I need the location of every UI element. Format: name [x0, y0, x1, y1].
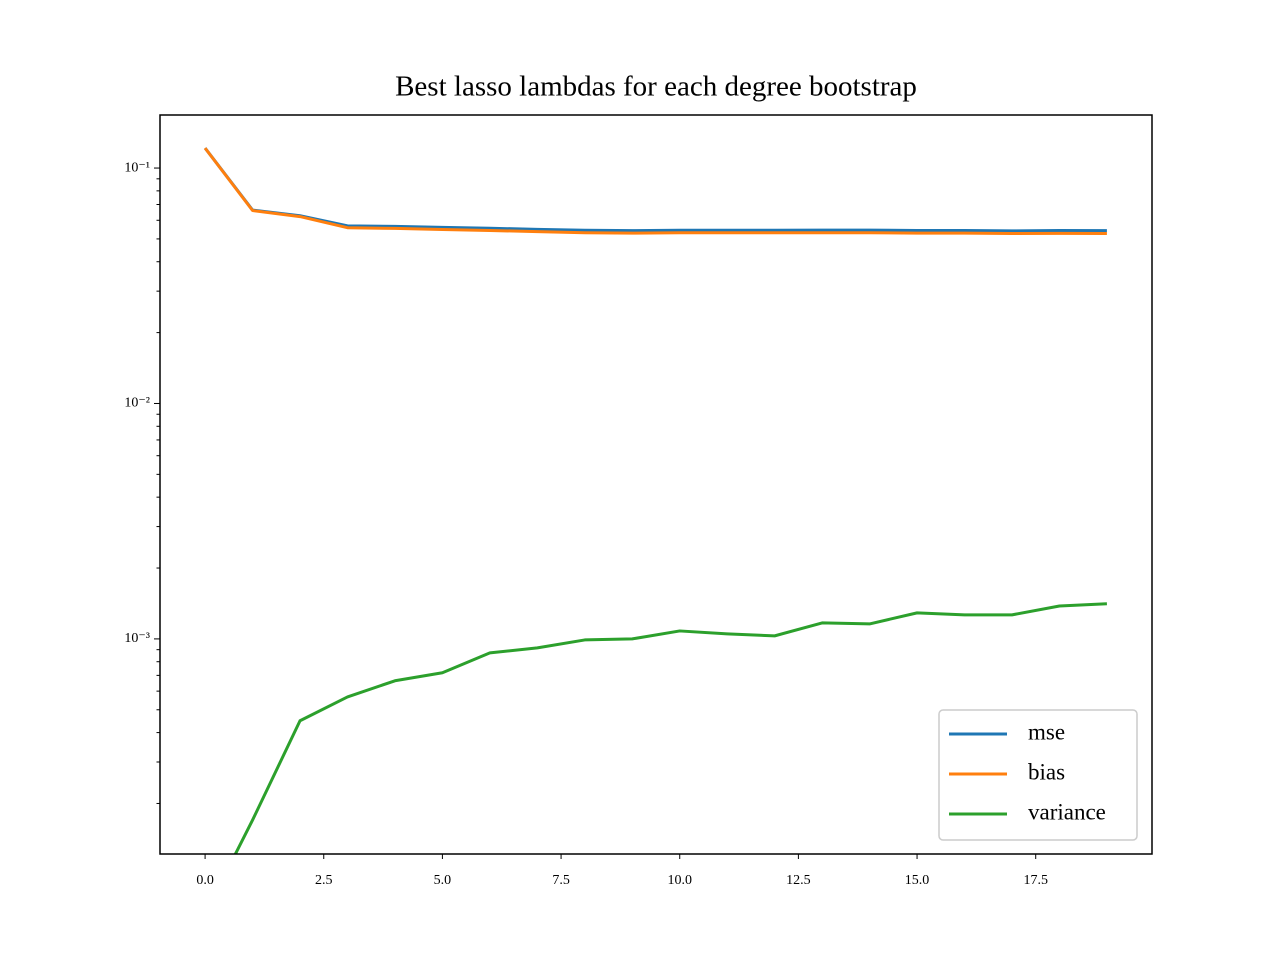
x-tick-label: 15.0 [905, 873, 930, 888]
x-tick-label: 7.5 [552, 873, 570, 888]
legend-label: bias [1028, 759, 1065, 784]
axes-frame [159, 114, 1153, 855]
y-tick-label: 10⁻² [124, 396, 150, 411]
legend-box [938, 709, 1138, 841]
x-tick-label: 10.0 [667, 873, 692, 888]
x-tick-label: 12.5 [786, 873, 811, 888]
y-tick-label: 10⁻¹ [124, 160, 150, 175]
x-tick-label: 2.5 [315, 873, 333, 888]
chart-title: Best lasso lambdas for each degree boots… [395, 71, 917, 103]
series-line [203, 147, 1107, 233]
x-tick-label: 5.0 [434, 873, 452, 888]
x-tick-label: 17.5 [1023, 873, 1048, 888]
plot-area [203, 147, 1107, 854]
y-tick-label: 10⁻³ [124, 631, 150, 646]
legend-label: variance [1028, 799, 1106, 824]
series-line [233, 602, 1107, 854]
legend-label: mse [1028, 719, 1065, 744]
x-tick-label: 0.0 [196, 873, 214, 888]
series-line [203, 147, 1107, 236]
